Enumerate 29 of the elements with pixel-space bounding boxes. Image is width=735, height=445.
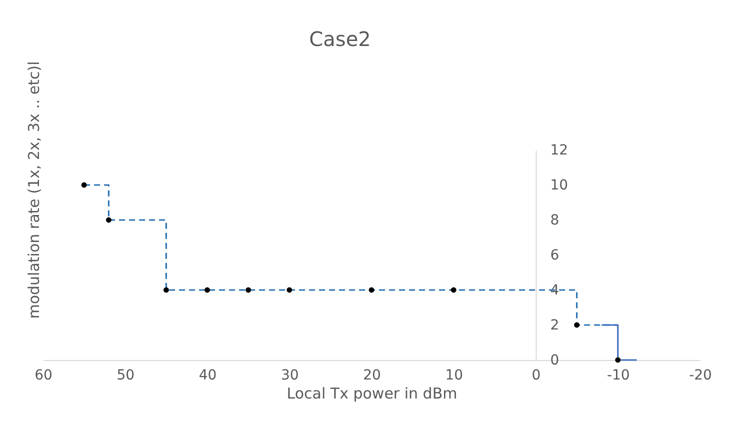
- point: [615, 357, 621, 363]
- x-tick-label: 60: [34, 368, 52, 384]
- x-axis-title: Local Tx power in dBm: [286, 384, 458, 402]
- x-tick-label: 50: [116, 368, 135, 384]
- point: [574, 322, 580, 328]
- point: [450, 287, 456, 293]
- y-tick-label: 4: [550, 282, 560, 298]
- y-tick-label: 0: [550, 352, 560, 368]
- x-tick-label: 40: [198, 368, 217, 384]
- x-tick-label: 0: [532, 368, 541, 384]
- y-tick-label: 2: [550, 318, 560, 334]
- point: [368, 287, 374, 293]
- point: [81, 182, 87, 188]
- point: [204, 287, 210, 293]
- point: [106, 217, 112, 223]
- x-tick-label: -10: [606, 368, 630, 384]
- y-axis-title: modulation rate (1x, 2x, 3x .. etc)l: [25, 61, 43, 319]
- x-tick-label: -20: [689, 368, 712, 384]
- x-tick-label: 30: [280, 368, 299, 384]
- point: [246, 287, 252, 293]
- x-tick-label: 20: [363, 368, 381, 384]
- point: [163, 287, 169, 293]
- y-tick-label: 8: [550, 212, 560, 228]
- y-tick-label: 6: [550, 248, 560, 264]
- chart-title: Case2: [309, 27, 371, 51]
- point: [286, 287, 292, 293]
- y-tick-label: 12: [550, 142, 568, 158]
- y-tick-label: 10: [550, 178, 568, 194]
- x-tick-label: 10: [445, 368, 464, 384]
